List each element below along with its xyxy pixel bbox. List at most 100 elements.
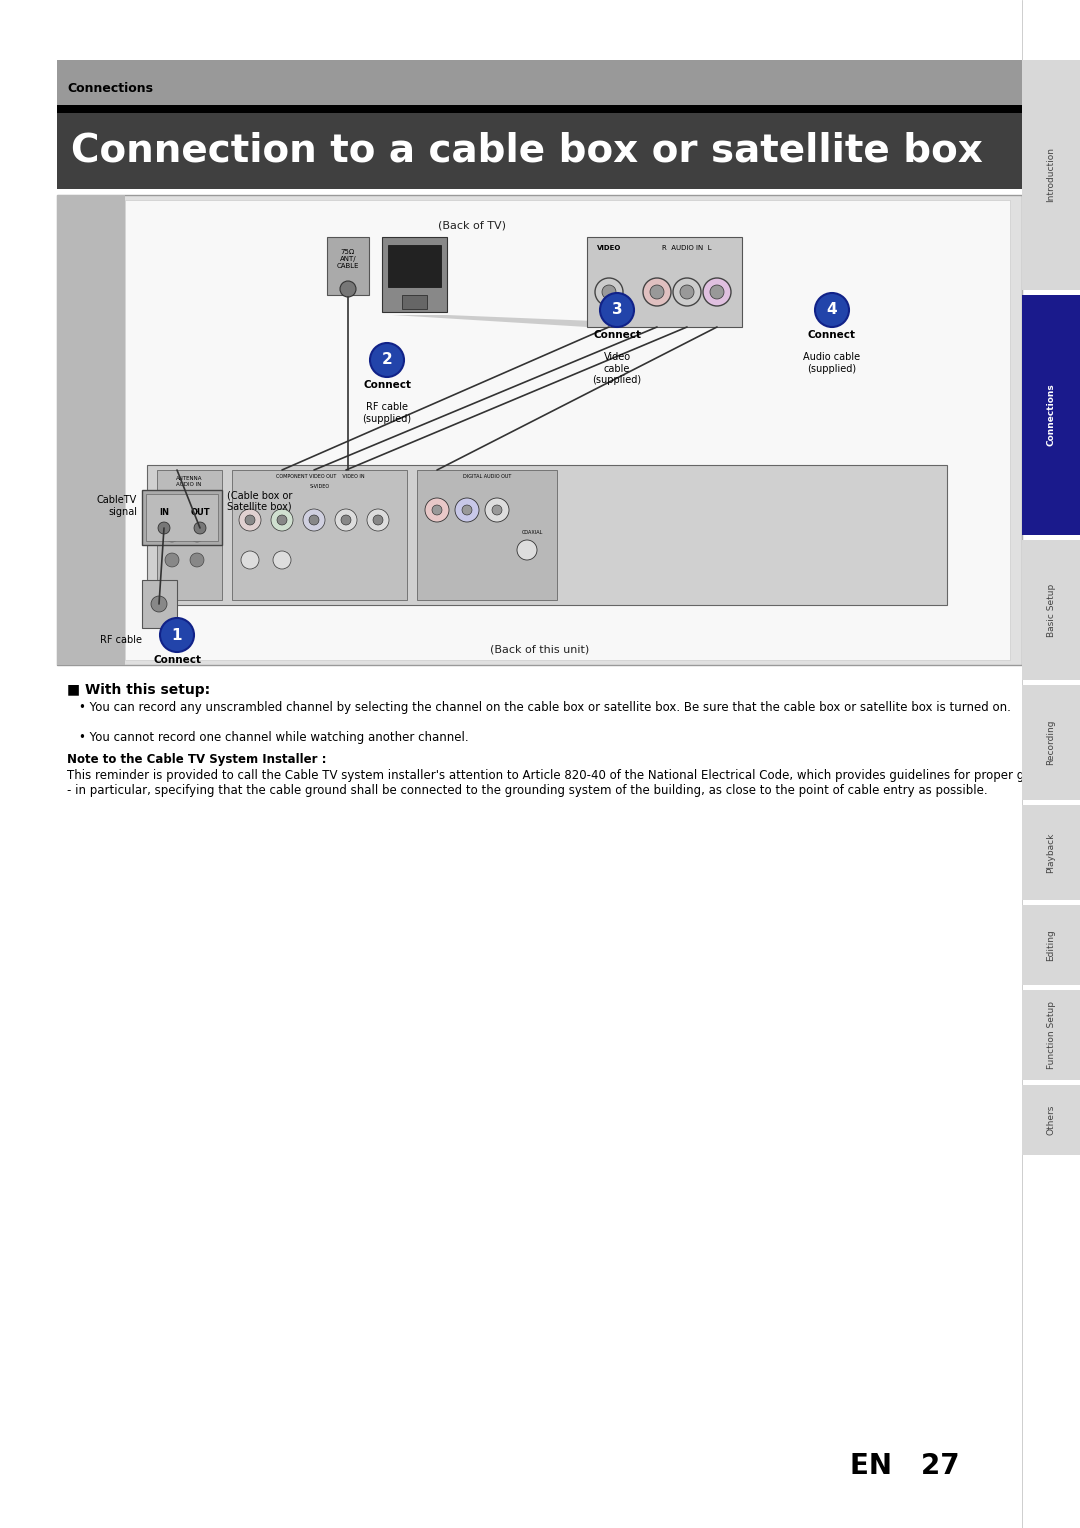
Text: • You can record any unscrambled channel by selecting the channel on the cable b: • You can record any unscrambled channel… [79, 701, 1011, 714]
Circle shape [600, 293, 634, 327]
Bar [57, 105, 1022, 113]
Bar [1022, 905, 1080, 986]
Text: Connect: Connect [153, 656, 201, 665]
Circle shape [151, 596, 167, 613]
Text: Connections: Connections [1047, 384, 1055, 446]
Circle shape [492, 504, 502, 515]
Bar [1022, 990, 1080, 1080]
Text: Introduction: Introduction [1047, 148, 1055, 203]
Text: DIGITAL AUDIO OUT: DIGITAL AUDIO OUT [463, 474, 511, 478]
Circle shape [462, 504, 472, 515]
Circle shape [517, 539, 537, 559]
Bar [232, 471, 407, 601]
Bar [382, 237, 447, 312]
Circle shape [680, 286, 694, 299]
Circle shape [273, 552, 291, 568]
Circle shape [165, 498, 179, 512]
Circle shape [190, 498, 204, 512]
Circle shape [643, 278, 671, 306]
Circle shape [650, 286, 664, 299]
Text: 1: 1 [172, 628, 183, 642]
Circle shape [194, 523, 206, 533]
Bar [57, 196, 125, 665]
Circle shape [271, 509, 293, 532]
Circle shape [373, 515, 383, 526]
Bar [57, 113, 1022, 189]
Text: Connect: Connect [593, 330, 642, 341]
Text: VIDEO: VIDEO [597, 244, 621, 251]
Circle shape [595, 278, 623, 306]
Text: • You cannot record one channel while watching another channel.: • You cannot record one channel while wa… [79, 730, 469, 744]
Bar [327, 237, 369, 295]
Text: ■ With this setup:: ■ With this setup: [67, 683, 211, 697]
Bar [1022, 539, 1080, 680]
Circle shape [239, 509, 261, 532]
Text: ANTENNA
AUDIO IN: ANTENNA AUDIO IN [176, 477, 202, 487]
Bar [588, 237, 742, 327]
Circle shape [190, 529, 204, 542]
Text: R  AUDIO IN  L: R AUDIO IN L [662, 244, 712, 251]
Bar [141, 490, 222, 545]
Text: 75Ω
ANT/
CABLE: 75Ω ANT/ CABLE [337, 249, 360, 269]
Text: Connections: Connections [67, 83, 153, 95]
Circle shape [303, 509, 325, 532]
Circle shape [160, 617, 194, 652]
Text: Note to the Cable TV System Installer :: Note to the Cable TV System Installer : [67, 753, 326, 766]
Polygon shape [392, 315, 742, 327]
Text: IN: IN [159, 507, 168, 516]
Circle shape [241, 552, 259, 568]
Bar [147, 465, 947, 605]
Bar [146, 494, 218, 541]
Circle shape [426, 498, 449, 523]
Bar [417, 471, 557, 601]
Circle shape [815, 293, 849, 327]
Text: Recording: Recording [1047, 720, 1055, 766]
Circle shape [309, 515, 319, 526]
Text: Audio cable
(supplied): Audio cable (supplied) [804, 351, 861, 374]
Circle shape [165, 529, 179, 542]
Text: (Back of this unit): (Back of this unit) [490, 645, 589, 656]
Circle shape [710, 286, 724, 299]
Circle shape [485, 498, 509, 523]
Circle shape [455, 498, 480, 523]
Circle shape [602, 286, 616, 299]
Text: 2: 2 [381, 353, 392, 368]
Text: Basic Setup: Basic Setup [1047, 584, 1055, 637]
Circle shape [703, 278, 731, 306]
Text: COMPONENT VIDEO OUT    VIDEO IN: COMPONENT VIDEO OUT VIDEO IN [275, 474, 364, 478]
Bar [402, 295, 427, 309]
Text: Playback: Playback [1047, 833, 1055, 872]
Circle shape [190, 553, 204, 567]
Text: Others: Others [1047, 1105, 1055, 1135]
Circle shape [341, 515, 351, 526]
Text: Connection to a cable box or satellite box: Connection to a cable box or satellite b… [71, 131, 983, 170]
Text: Video
cable
(supplied): Video cable (supplied) [593, 351, 642, 385]
Circle shape [340, 281, 356, 296]
Text: 4: 4 [826, 303, 837, 318]
Circle shape [165, 553, 179, 567]
Bar [1022, 1085, 1080, 1155]
Circle shape [276, 515, 287, 526]
Circle shape [432, 504, 442, 515]
Text: EN   27: EN 27 [850, 1452, 960, 1481]
Text: RF cable: RF cable [100, 636, 141, 645]
Bar [388, 244, 441, 287]
Circle shape [367, 509, 389, 532]
Bar [1022, 805, 1080, 900]
Text: (Cable box or
Satellite box): (Cable box or Satellite box) [227, 490, 293, 512]
Text: OUT: OUT [190, 507, 210, 516]
Bar [141, 581, 177, 628]
Circle shape [335, 509, 357, 532]
Text: Editing: Editing [1047, 929, 1055, 961]
Text: This reminder is provided to call the Cable TV system installer's attention to A: This reminder is provided to call the Ca… [67, 769, 1077, 798]
Text: Connect: Connect [363, 380, 411, 390]
Bar [57, 196, 1022, 665]
Circle shape [245, 515, 255, 526]
Text: CableTV
signal: CableTV signal [97, 495, 137, 516]
Circle shape [158, 523, 170, 533]
Circle shape [370, 342, 404, 377]
Text: Connect: Connect [808, 330, 856, 341]
Bar [157, 471, 222, 601]
Text: Function Setup: Function Setup [1047, 1001, 1055, 1070]
Circle shape [673, 278, 701, 306]
